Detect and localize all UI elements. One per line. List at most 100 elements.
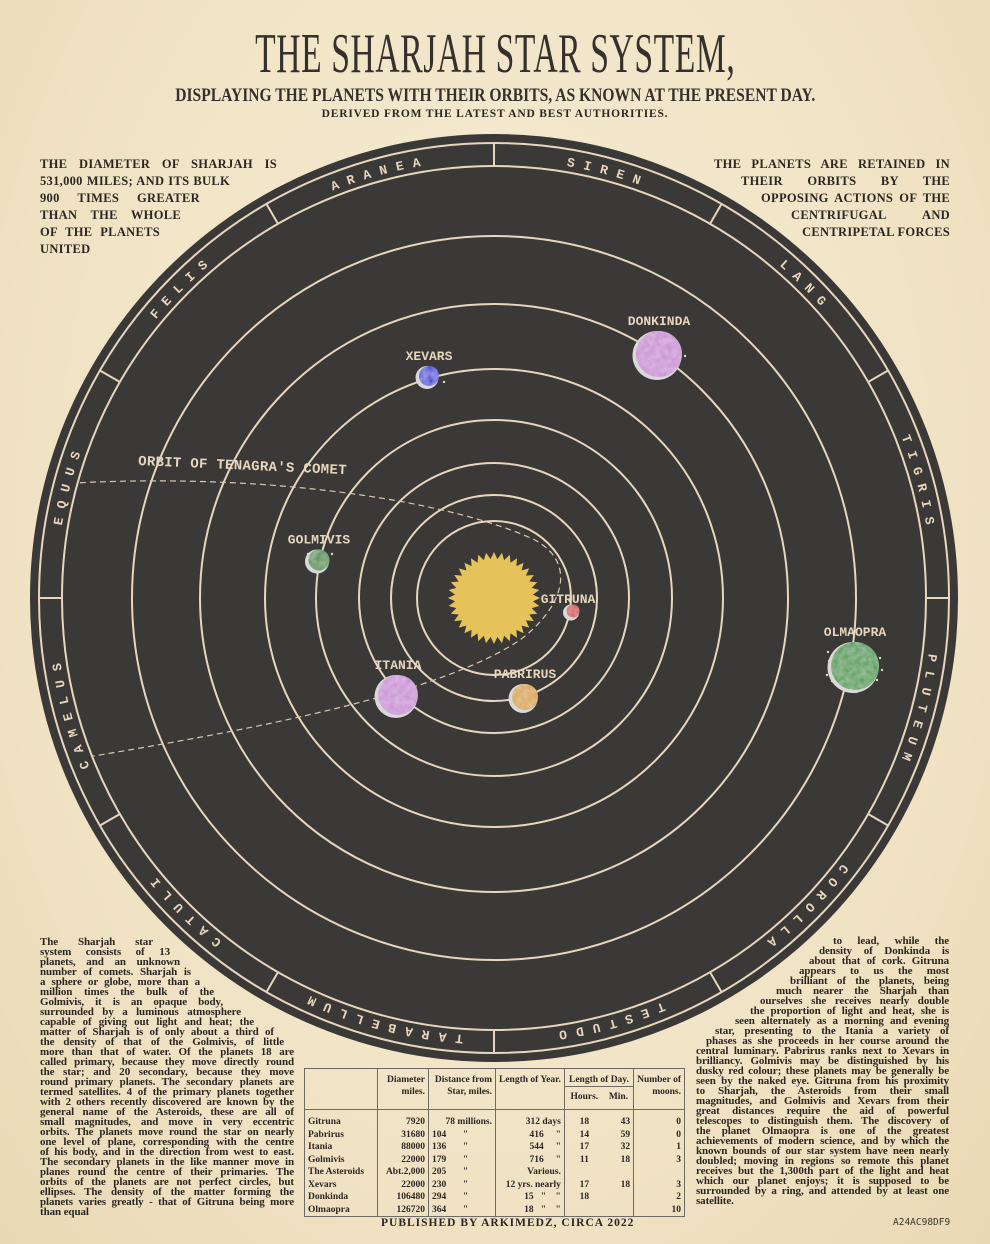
table-cell: 294 " — [428, 1191, 496, 1204]
table-cell: 3 — [633, 1153, 685, 1166]
table-cell: Xevars — [308, 1179, 337, 1190]
artwork-code: A24AC98DF9 — [893, 1217, 951, 1228]
text-line: brilliant of the planets, being — [790, 975, 949, 987]
planet-golmivis[interactable]: GOLMIVIS — [288, 533, 351, 574]
sun-sharjah — [448, 552, 540, 644]
planet-donkinda[interactable]: DONKINDA — [628, 314, 691, 380]
derived-line: DERIVED FROM THE LATEST AND BEST AUTHORI… — [321, 108, 669, 120]
table-row: Donkinda 106480 294 " 15 " " 18 2 — [305, 1191, 685, 1204]
text-line: than equal — [40, 1206, 89, 1218]
table-cell: Golmivis — [308, 1154, 345, 1165]
text-line: surrounded by a luminous atmosphere — [40, 1006, 241, 1018]
planet-label: DONKINDA — [628, 314, 691, 329]
text-line: central luminary. Pabrirus ranks next to… — [696, 1045, 949, 1057]
moon-dot — [880, 668, 884, 672]
table-cell: 104 " — [428, 1128, 496, 1141]
title-text: THE SHARJAH STAR SYSTEM, — [254, 23, 736, 85]
table-cell: 126720 — [377, 1203, 429, 1217]
table-cell — [604, 1166, 634, 1179]
moon-dot — [849, 688, 853, 692]
table-cell: 18 — [563, 1109, 604, 1129]
moon-dot — [330, 552, 334, 556]
planet-label: PABRIRUS — [494, 667, 557, 682]
planet-olmaopra[interactable]: OLMAOPRA — [824, 625, 887, 694]
subtitle-text: DISPLAYING THE PLANETS WITH THEIR ORBITS… — [174, 85, 816, 106]
planet-orbit — [416, 520, 572, 676]
moon-dot — [825, 673, 829, 677]
table-cell: 17 — [563, 1141, 604, 1154]
text-line: THAN THE WHOLE — [40, 208, 181, 222]
table-cell: 716 " — [495, 1153, 565, 1166]
table-cell: 179 " — [428, 1153, 496, 1166]
table-cell: 15 " " — [495, 1191, 565, 1204]
zodiac-divider — [265, 971, 279, 993]
moon-dot — [442, 380, 446, 384]
text-line: great distances require the aid of power… — [696, 1105, 949, 1117]
planet-orbit — [358, 462, 630, 734]
zodiac-divider — [709, 203, 723, 225]
text-line: one level of plane, corresponding with t… — [40, 1136, 294, 1148]
planet-label: OLMAOPRA — [824, 625, 887, 640]
text-line: magnitudes, and Golmivis and Xevars from… — [696, 1095, 949, 1107]
zodiac-divider — [867, 369, 889, 383]
moon-dot — [878, 656, 882, 660]
table-cell: 88000 — [377, 1141, 429, 1154]
text-line: brilliancy. Golmivis may be distinguishe… — [696, 1055, 949, 1067]
table-cell: Abt.2,000 — [377, 1166, 429, 1179]
text-line: to Sharjah, the Asteroids from their sma… — [696, 1085, 949, 1097]
table-cell — [563, 1203, 604, 1217]
planet-orbit — [390, 494, 598, 702]
subtitle: DISPLAYING THE PLANETS WITH THEIR ORBITS… — [0, 85, 990, 107]
text-line: of his body, and in the direction from w… — [40, 1146, 294, 1158]
planet-label: XEVARS — [406, 349, 453, 364]
text-line: system consists of 13 — [40, 946, 170, 958]
table-cell: 364 " — [428, 1203, 496, 1217]
planet-xevars[interactable]: XEVARS — [406, 349, 453, 389]
table-cell: 230 " — [428, 1178, 496, 1191]
header-blank — [305, 1069, 378, 1110]
table-row: Xevars 22000 230 " 12 yrs. nearly 17 18 3 — [305, 1178, 685, 1191]
text-line: doubled; moving in regions so remote thi… — [696, 1155, 949, 1167]
text-line: orbits. The planets move round the star … — [40, 1126, 294, 1138]
planet-orbit — [315, 419, 673, 777]
table-cell: 18 — [563, 1191, 604, 1204]
right-description: to lead, while the density of Donkinda is… — [696, 936, 949, 1207]
header-moons: Number of moons. — [633, 1068, 685, 1110]
table-cell: Pabrirus — [308, 1129, 344, 1140]
planet-gitruna[interactable]: GITRUNA — [541, 592, 596, 621]
text-line: orbits of the planets are not perfect ci… — [40, 1176, 294, 1188]
table-cell: 10 — [633, 1203, 685, 1217]
text-line: about that of cork. Gitruna — [809, 955, 949, 967]
planet-pabrirus[interactable]: PABRIRUS — [494, 667, 557, 713]
table-cell: 416 " — [495, 1128, 565, 1141]
table-row: Itania 88000 136 " 544 " 17 32 1 — [305, 1141, 685, 1154]
planet-label: ITANIA — [375, 658, 422, 673]
text-line: round primary planets. The secondary pla… — [40, 1076, 294, 1088]
table-row: Gitruna 7920 78 millions. 312 days 18 43 0 — [305, 1109, 685, 1129]
table-cell: 3 — [633, 1178, 685, 1191]
moon-dot — [827, 659, 831, 663]
text-line: achievements of modern science, and by w… — [696, 1135, 949, 1147]
text-line: general name of the Asteroids, these are… — [40, 1106, 294, 1118]
text-line: 900 TIMES GREATER — [40, 191, 200, 205]
header-min: Min. — [608, 1092, 629, 1102]
text-line: THE PLANETS ARE RETAINED IN — [714, 157, 950, 171]
text-line: number of comets. Sharjah is — [40, 966, 191, 978]
planet-itania[interactable]: ITANIA — [374, 658, 422, 718]
text-line: the star; and 20 secondary, because they… — [40, 1066, 294, 1078]
text-line: receives but the 1,300th part of the lig… — [696, 1165, 949, 1177]
header-distance: Distance from Star, miles. — [428, 1068, 496, 1110]
zodiac-divider — [709, 971, 723, 993]
table-cell: 31680 — [377, 1128, 429, 1141]
table-row: Pabrirus 31680 104 " 416 " 14 59 0 — [305, 1128, 685, 1141]
text-line: million times the bulk of the — [40, 986, 214, 998]
table-cell: Gitruna — [308, 1117, 341, 1127]
zodiac-divider — [99, 369, 121, 383]
text-line: much nearer the Sharjah than — [776, 985, 949, 997]
planet-body — [512, 684, 538, 710]
text-line: a sphere or globe, more than a — [40, 976, 200, 988]
text-line: phases as she proceeds in her course aro… — [706, 1035, 949, 1047]
text-line: termed satellites. 4 of the primary plan… — [40, 1086, 294, 1098]
text-line: satellite. — [696, 1195, 734, 1207]
table-cell: 22000 — [377, 1178, 429, 1191]
